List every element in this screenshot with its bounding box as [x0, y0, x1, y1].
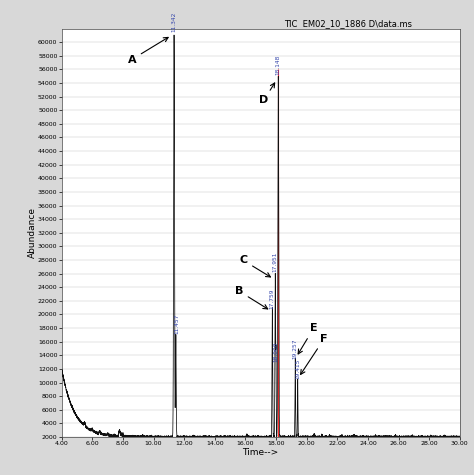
Text: 17.759: 17.759 — [270, 288, 275, 309]
Text: A: A — [128, 38, 168, 65]
Text: 19.415: 19.415 — [295, 359, 300, 379]
Y-axis label: Abundance: Abundance — [27, 207, 36, 258]
Text: 18.148: 18.148 — [276, 55, 281, 75]
Text: D: D — [259, 83, 274, 105]
Text: 11.342: 11.342 — [172, 11, 176, 32]
X-axis label: Time-->: Time--> — [243, 447, 279, 456]
Text: F: F — [301, 333, 328, 374]
Text: 19.257: 19.257 — [293, 338, 298, 359]
Text: B: B — [235, 286, 268, 309]
Text: 17.951: 17.951 — [273, 252, 278, 272]
Text: 11.457: 11.457 — [174, 313, 179, 333]
Title: TIC  EM02_10_1886 D\data.ms: TIC EM02_10_1886 D\data.ms — [284, 19, 412, 28]
Text: E: E — [298, 323, 317, 354]
Text: C: C — [239, 256, 271, 277]
Text: 18.000: 18.000 — [274, 342, 279, 362]
